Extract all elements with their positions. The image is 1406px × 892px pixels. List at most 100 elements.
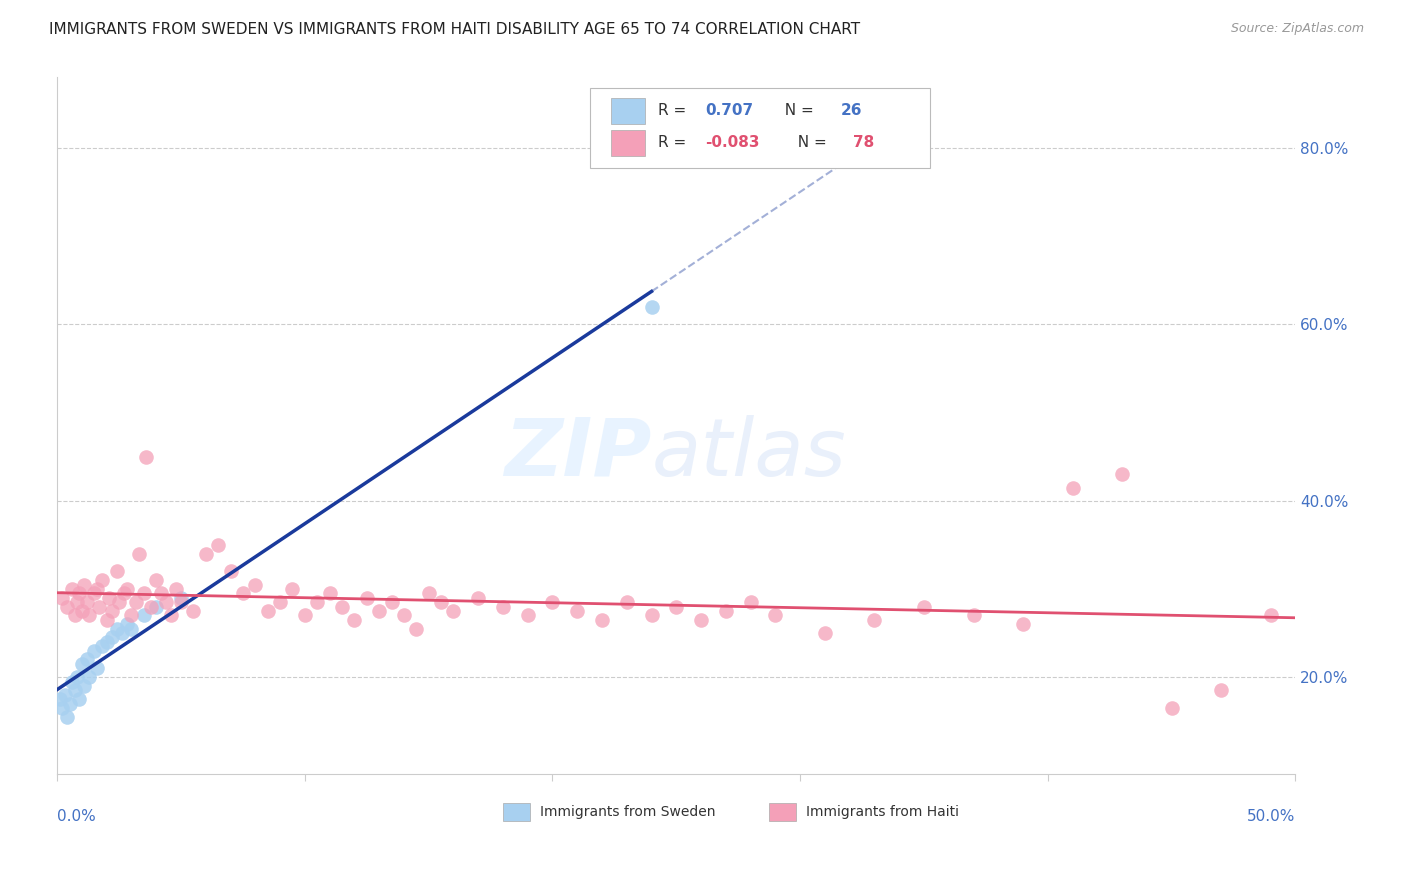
Point — [76, 595, 98, 609]
Text: N =: N = — [787, 136, 831, 151]
Text: R =: R = — [658, 103, 690, 119]
Text: Immigrants from Sweden: Immigrants from Sweden — [540, 805, 716, 819]
Point — [83, 643, 105, 657]
FancyBboxPatch shape — [610, 129, 645, 156]
Point — [108, 595, 131, 609]
Point — [269, 595, 291, 609]
Point — [281, 582, 304, 596]
Point — [183, 604, 205, 618]
Point — [1160, 701, 1182, 715]
Point — [441, 604, 464, 618]
Point — [73, 679, 96, 693]
Point — [307, 595, 329, 609]
Point — [141, 599, 163, 614]
Point — [690, 613, 713, 627]
Point — [256, 604, 278, 618]
Point — [76, 652, 98, 666]
Point — [194, 547, 217, 561]
Point — [132, 586, 155, 600]
Point — [53, 688, 76, 702]
Point — [232, 586, 254, 600]
Text: ZIP: ZIP — [505, 415, 651, 492]
Point — [58, 697, 80, 711]
Point — [343, 613, 366, 627]
Point — [100, 604, 122, 618]
Point — [392, 608, 415, 623]
Point — [60, 582, 83, 596]
Point — [121, 622, 143, 636]
Point — [79, 670, 101, 684]
FancyBboxPatch shape — [769, 803, 796, 821]
Point — [714, 604, 737, 618]
Point — [665, 599, 688, 614]
Point — [51, 701, 73, 715]
Text: R =: R = — [658, 136, 690, 151]
Point — [135, 450, 157, 464]
Point — [150, 586, 173, 600]
Point — [96, 635, 118, 649]
Point — [1211, 683, 1233, 698]
Point — [66, 670, 89, 684]
Point — [165, 582, 187, 596]
FancyBboxPatch shape — [610, 97, 645, 124]
Point — [368, 604, 391, 618]
FancyBboxPatch shape — [589, 88, 931, 168]
Point — [1260, 608, 1282, 623]
Text: IMMIGRANTS FROM SWEDEN VS IMMIGRANTS FROM HAITI DISABILITY AGE 65 TO 74 CORRELAT: IMMIGRANTS FROM SWEDEN VS IMMIGRANTS FRO… — [49, 22, 860, 37]
Point — [740, 595, 762, 609]
Point — [125, 595, 148, 609]
Point — [640, 300, 662, 314]
Point — [145, 599, 167, 614]
Point — [105, 622, 128, 636]
Point — [115, 582, 138, 596]
Point — [245, 577, 267, 591]
Point — [405, 622, 427, 636]
Text: 0.707: 0.707 — [704, 103, 754, 119]
Point — [51, 591, 73, 605]
Text: atlas: atlas — [651, 415, 846, 492]
Point — [160, 608, 183, 623]
Point — [155, 595, 177, 609]
Point — [356, 591, 378, 605]
FancyBboxPatch shape — [503, 803, 530, 821]
Point — [962, 608, 984, 623]
Point — [69, 586, 91, 600]
Point — [418, 586, 440, 600]
Point — [330, 599, 353, 614]
Point — [121, 608, 143, 623]
Text: N =: N = — [775, 103, 820, 119]
Point — [56, 710, 79, 724]
Point — [70, 604, 93, 618]
Point — [48, 692, 70, 706]
Point — [1062, 481, 1084, 495]
Point — [60, 674, 83, 689]
Point — [219, 564, 242, 578]
Point — [318, 586, 340, 600]
Point — [96, 613, 118, 627]
Text: 78: 78 — [853, 136, 875, 151]
Text: 50.0%: 50.0% — [1247, 809, 1295, 824]
Point — [128, 547, 150, 561]
Point — [105, 564, 128, 578]
Point — [516, 608, 538, 623]
Point — [63, 608, 86, 623]
Point — [132, 608, 155, 623]
Point — [1111, 467, 1133, 482]
Point — [541, 595, 564, 609]
Point — [89, 599, 111, 614]
Point — [492, 599, 515, 614]
Point — [115, 617, 138, 632]
Point — [100, 631, 122, 645]
Point — [207, 538, 229, 552]
Point — [145, 573, 167, 587]
Point — [170, 591, 193, 605]
Point — [170, 595, 193, 609]
Point — [90, 573, 112, 587]
Point — [90, 640, 112, 654]
Point — [814, 626, 837, 640]
Point — [294, 608, 316, 623]
Point — [863, 613, 886, 627]
Point — [430, 595, 453, 609]
Point — [63, 683, 86, 698]
Point — [567, 604, 589, 618]
